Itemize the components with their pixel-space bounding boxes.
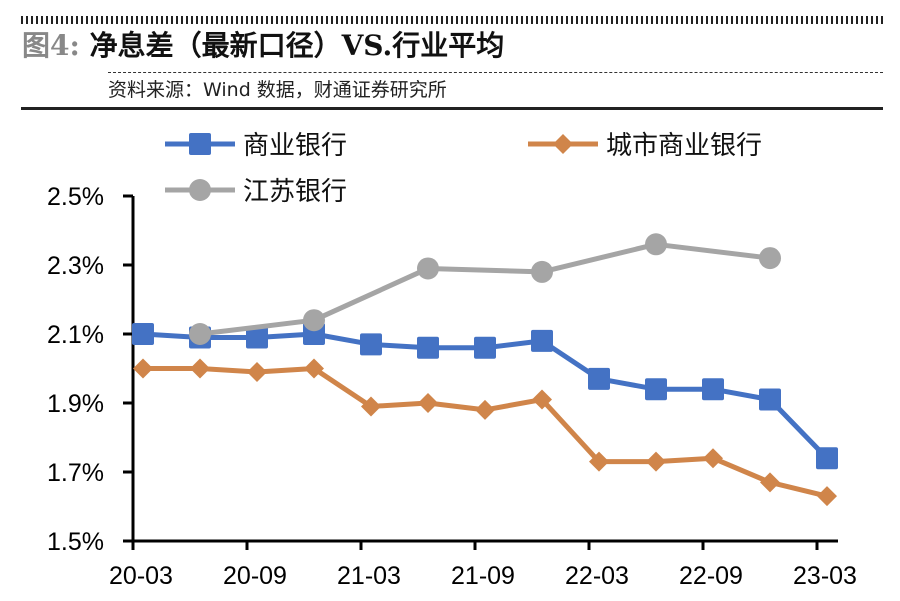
legend-marker: [189, 133, 211, 155]
data-point: [133, 358, 153, 379]
legend-item: 城市商业银行: [528, 131, 762, 161]
data-point: [475, 399, 495, 420]
data-point: [645, 233, 667, 256]
legend-item: 江苏银行: [165, 177, 347, 207]
dashed-divider: [108, 72, 883, 73]
data-point: [246, 326, 268, 349]
legend-label: 城市商业银行: [606, 131, 762, 161]
x-tick-label: 21-09: [451, 562, 515, 590]
source-note: 资料来源：Wind 数据，财通证券研究所: [108, 79, 447, 101]
legend-marker: [189, 179, 211, 201]
data-point: [816, 447, 838, 470]
x-tick-label: 22-03: [565, 562, 629, 590]
data-point: [417, 257, 439, 280]
x-tick-label: 20-03: [109, 562, 173, 590]
data-point: [417, 336, 439, 359]
data-point: [703, 448, 723, 469]
data-point: [588, 367, 610, 390]
figure-title-text: 净息差（最新口径）VS.行业平均: [89, 29, 505, 62]
series-line: [199, 241, 771, 337]
data-point: [532, 389, 552, 410]
series-2: [189, 233, 781, 345]
y-tick-label: 1.7%: [47, 459, 104, 487]
data-point: [361, 396, 381, 417]
x-tick-label: 22-09: [679, 562, 743, 590]
series-layer: [132, 233, 838, 507]
data-point: [531, 329, 553, 352]
x-tick-label: 21-03: [337, 562, 401, 590]
legend-label: 商业银行: [243, 131, 347, 161]
x-tick-label: 20-09: [223, 562, 287, 590]
series-line: [143, 366, 828, 499]
y-tick-label: 2.1%: [47, 321, 104, 349]
data-point: [646, 451, 666, 472]
data-point: [189, 323, 211, 345]
data-point: [817, 486, 837, 507]
data-point: [645, 378, 667, 401]
legend-marker: [553, 134, 573, 154]
data-point: [589, 451, 609, 472]
data-point: [759, 388, 781, 411]
data-point: [132, 323, 154, 345]
data-point: [474, 336, 496, 359]
legend-label: 江苏银行: [243, 177, 347, 207]
data-point: [759, 247, 781, 270]
y-tick-label: 1.5%: [47, 528, 104, 556]
axes: 2.5% 2.3% 2.1% 1.9% 1.7% 1.5%20-03 20-09 21-03 2…: [47, 183, 857, 590]
data-point: [418, 393, 438, 413]
data-point: [531, 260, 553, 283]
header-rule: [21, 107, 883, 110]
header-stripe: [21, 16, 883, 24]
data-point: [304, 358, 324, 379]
data-point: [303, 309, 325, 332]
data-point: [190, 358, 210, 379]
data-point: [760, 472, 780, 493]
y-tick-label: 2.5%: [47, 183, 104, 211]
x-tick-label: 23-03: [793, 562, 857, 590]
y-tick-label: 1.9%: [47, 390, 104, 418]
series-1: [133, 358, 837, 507]
series-0: [132, 323, 838, 470]
data-point: [247, 361, 267, 382]
data-point: [360, 333, 382, 356]
figure-title: 图4: 净息差（最新口径）VS.行业平均: [22, 28, 504, 64]
y-tick-label: 2.3%: [47, 252, 104, 280]
figure-label: 图4:: [22, 29, 80, 62]
data-point: [702, 378, 724, 401]
legend-item: 商业银行: [165, 131, 347, 161]
